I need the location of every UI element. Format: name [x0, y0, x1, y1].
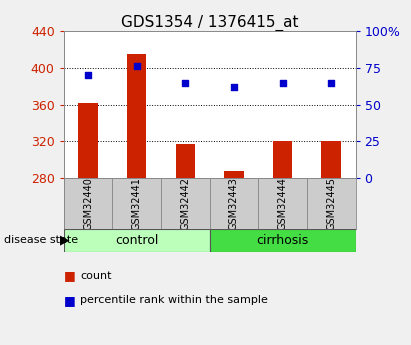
Bar — [273, 140, 292, 178]
Text: GSM32440: GSM32440 — [83, 177, 93, 230]
Title: GDS1354 / 1376415_at: GDS1354 / 1376415_at — [121, 15, 298, 31]
Text: ▶: ▶ — [60, 234, 69, 247]
Bar — [307, 178, 356, 229]
Point — [85, 72, 91, 78]
Bar — [127, 54, 146, 178]
Text: GSM32441: GSM32441 — [132, 177, 142, 230]
Point — [231, 84, 237, 90]
Text: GSM32443: GSM32443 — [229, 177, 239, 230]
Text: disease state: disease state — [4, 235, 78, 245]
Bar — [112, 178, 161, 229]
Text: ■: ■ — [64, 269, 76, 283]
Point — [279, 80, 286, 85]
Text: GSM32444: GSM32444 — [277, 177, 288, 230]
Bar — [210, 178, 258, 229]
Bar — [321, 140, 341, 178]
Point — [133, 63, 140, 69]
Bar — [161, 178, 210, 229]
Bar — [64, 229, 210, 252]
Text: control: control — [115, 234, 158, 247]
Text: cirrhosis: cirrhosis — [256, 234, 309, 247]
Text: ■: ■ — [64, 294, 76, 307]
Bar — [78, 103, 98, 178]
Bar — [224, 171, 244, 178]
Bar — [175, 144, 195, 178]
Point — [328, 80, 335, 85]
Point — [182, 80, 189, 85]
Text: count: count — [80, 271, 112, 281]
Bar — [64, 178, 112, 229]
Text: GSM32442: GSM32442 — [180, 177, 190, 230]
Text: GSM32445: GSM32445 — [326, 177, 336, 230]
Text: percentile rank within the sample: percentile rank within the sample — [80, 295, 268, 305]
Bar — [258, 178, 307, 229]
Bar — [210, 229, 356, 252]
